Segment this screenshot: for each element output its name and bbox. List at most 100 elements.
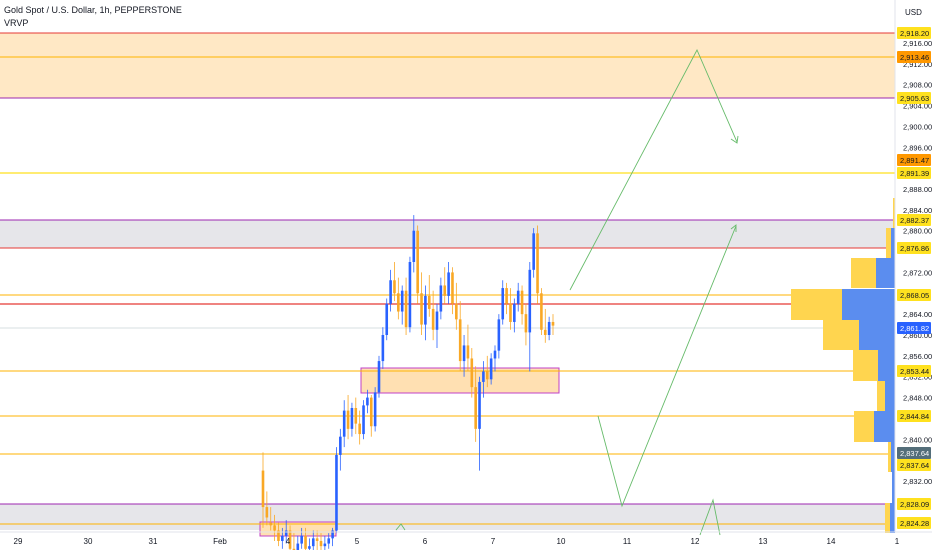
price-label[interactable]: 2,861.82 (897, 322, 931, 334)
candle[interactable] (509, 288, 512, 330)
price-label[interactable]: 2,891.39 (897, 167, 931, 179)
candle[interactable] (540, 288, 543, 335)
candle[interactable] (532, 228, 535, 278)
price-label[interactable]: 2,853.44 (897, 365, 931, 377)
candle[interactable] (351, 403, 354, 437)
candle[interactable] (405, 278, 408, 335)
price-label[interactable]: 2,837.64 (897, 447, 931, 459)
symbol-title[interactable]: Gold Spot / U.S. Dollar, 1h, PEPPERSTONE (4, 4, 182, 17)
price-label-text: 2,868.05 (900, 291, 929, 300)
candle[interactable] (409, 257, 412, 333)
resistance-zone-grey[interactable] (0, 220, 895, 248)
time-tick: 7 (491, 537, 496, 546)
support-zone-bottom-grey[interactable] (0, 504, 895, 530)
candle[interactable] (436, 304, 439, 348)
vp-bar (874, 411, 895, 442)
candle[interactable] (339, 429, 342, 471)
price-label[interactable]: 2,891.47 (897, 154, 931, 166)
candle[interactable] (455, 283, 458, 330)
time-tick: 1 (895, 537, 900, 546)
price-label[interactable]: 2,837.64 (897, 459, 931, 471)
candle[interactable] (324, 536, 327, 550)
candle[interactable] (544, 309, 547, 343)
candle[interactable] (478, 377, 481, 471)
price-label[interactable]: 2,918.20 (897, 27, 931, 39)
candle[interactable] (443, 267, 446, 304)
time-tick: 29 (14, 537, 23, 546)
vp-bar (851, 258, 876, 288)
price-tick: 2,888.00 (903, 185, 932, 194)
vp-bar (888, 442, 891, 472)
price-label[interactable]: 2,882.37 (897, 214, 931, 226)
candle[interactable] (297, 536, 300, 550)
candle[interactable] (529, 262, 532, 372)
price-label-text: 2,913.46 (900, 53, 929, 62)
candle[interactable] (335, 447, 338, 533)
candle[interactable] (378, 356, 381, 398)
price-tick: 2,908.00 (903, 81, 932, 90)
candle[interactable] (347, 395, 350, 439)
price-tick: 2,916.00 (903, 39, 932, 48)
price-label-text: 2,876.86 (900, 244, 929, 253)
price-label[interactable]: 2,913.46 (897, 51, 931, 63)
candle[interactable] (331, 528, 334, 546)
candle[interactable] (517, 283, 520, 312)
candle[interactable] (397, 278, 400, 320)
time-tick: Feb (213, 537, 227, 546)
projection-path-lower (598, 226, 736, 506)
candle[interactable] (525, 304, 528, 346)
candle[interactable] (382, 327, 385, 369)
vp-bar (877, 381, 885, 411)
candle[interactable] (362, 400, 365, 439)
vp-bar (885, 381, 895, 411)
price-label[interactable]: 2,868.05 (897, 289, 931, 301)
candle[interactable] (548, 317, 551, 340)
candle[interactable] (385, 299, 388, 341)
candle[interactable] (459, 301, 462, 371)
candle[interactable] (416, 226, 419, 304)
candle[interactable] (401, 285, 404, 324)
price-label[interactable]: 2,844.84 (897, 410, 931, 422)
candle[interactable] (467, 325, 470, 372)
candle[interactable] (370, 395, 373, 437)
candle[interactable] (552, 314, 555, 335)
price-tick: 2,864.00 (903, 310, 932, 319)
candle[interactable] (424, 285, 427, 340)
price-label-text: 2,828.09 (900, 500, 929, 509)
candle[interactable] (501, 280, 504, 324)
supply-zone-top[interactable] (0, 33, 895, 98)
vp-bar (842, 289, 895, 320)
time-tick: 5 (355, 537, 360, 546)
price-label-text: 2,844.84 (900, 412, 929, 421)
candle[interactable] (308, 538, 311, 550)
price-tick: 2,832.00 (903, 477, 932, 486)
demand-box-mid[interactable] (361, 368, 559, 393)
price-label[interactable]: 2,824.28 (897, 517, 931, 529)
candle[interactable] (428, 275, 431, 317)
price-label-text: 2,861.82 (900, 324, 929, 333)
candle[interactable] (451, 267, 454, 314)
time-tick: 4 (286, 537, 291, 546)
candle[interactable] (374, 387, 377, 431)
vp-bar (886, 228, 891, 258)
candle[interactable] (536, 226, 539, 304)
price-label[interactable]: 2,905.63 (897, 92, 931, 104)
candle[interactable] (498, 314, 501, 358)
indicator-label[interactable]: VRVP (4, 17, 182, 30)
candle[interactable] (420, 272, 423, 335)
candle[interactable] (447, 262, 450, 304)
price-tick: 2,880.00 (903, 227, 932, 236)
time-tick: 31 (149, 537, 158, 546)
candle[interactable] (440, 278, 443, 320)
price-label[interactable]: 2,828.09 (897, 498, 931, 510)
candle[interactable] (505, 283, 508, 314)
candle[interactable] (389, 270, 392, 312)
candle[interactable] (343, 400, 346, 447)
candle[interactable] (432, 291, 435, 341)
vp-bar (791, 289, 842, 320)
price-tick: 2,848.00 (903, 394, 932, 403)
price-label[interactable]: 2,876.86 (897, 242, 931, 254)
candle[interactable] (521, 285, 524, 324)
candle[interactable] (355, 398, 358, 435)
